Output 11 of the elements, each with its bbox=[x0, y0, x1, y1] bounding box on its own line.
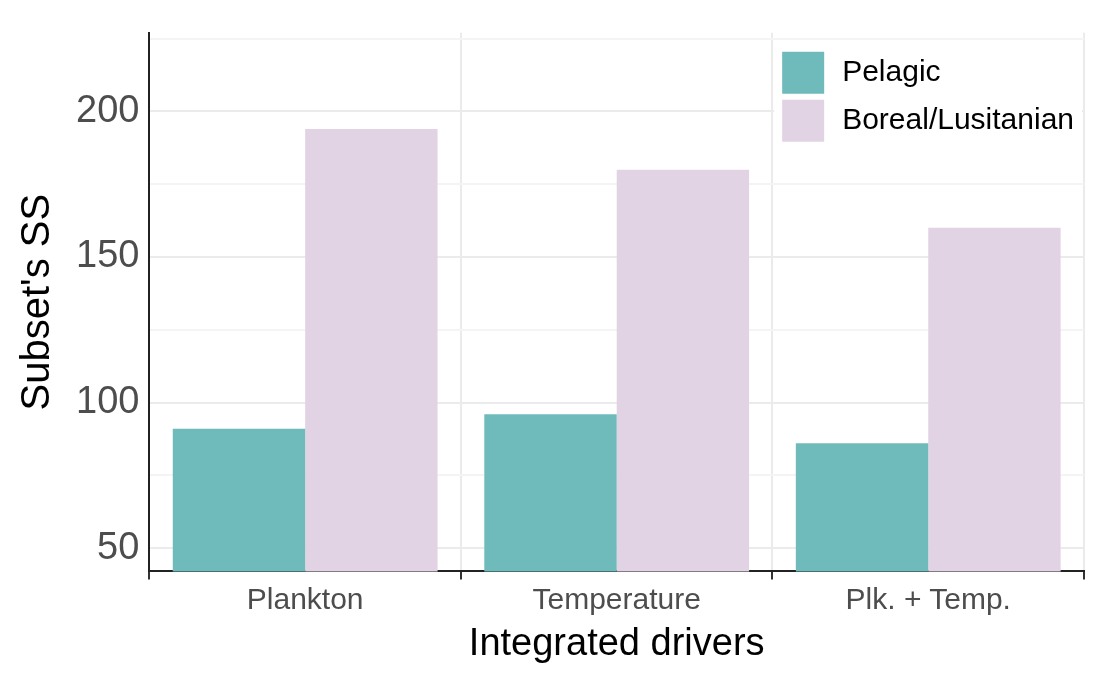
y-tick-label: 50 bbox=[97, 524, 140, 567]
y-tick-label: 150 bbox=[76, 233, 140, 276]
y-tick-label: 100 bbox=[76, 379, 140, 422]
x-axis-title: Integrated drivers bbox=[468, 620, 765, 663]
x-tick-label: Temperature bbox=[532, 581, 701, 615]
legend-label: Pelagic bbox=[842, 54, 941, 88]
y-tick-label: 200 bbox=[76, 87, 140, 130]
x-tick-label: Plankton bbox=[246, 581, 364, 615]
legend-label: Boreal/Lusitanian bbox=[842, 102, 1074, 136]
x-tick-label: Plk. + Temp. bbox=[845, 581, 1011, 615]
y-axis-title: Subset's SS bbox=[13, 193, 58, 411]
